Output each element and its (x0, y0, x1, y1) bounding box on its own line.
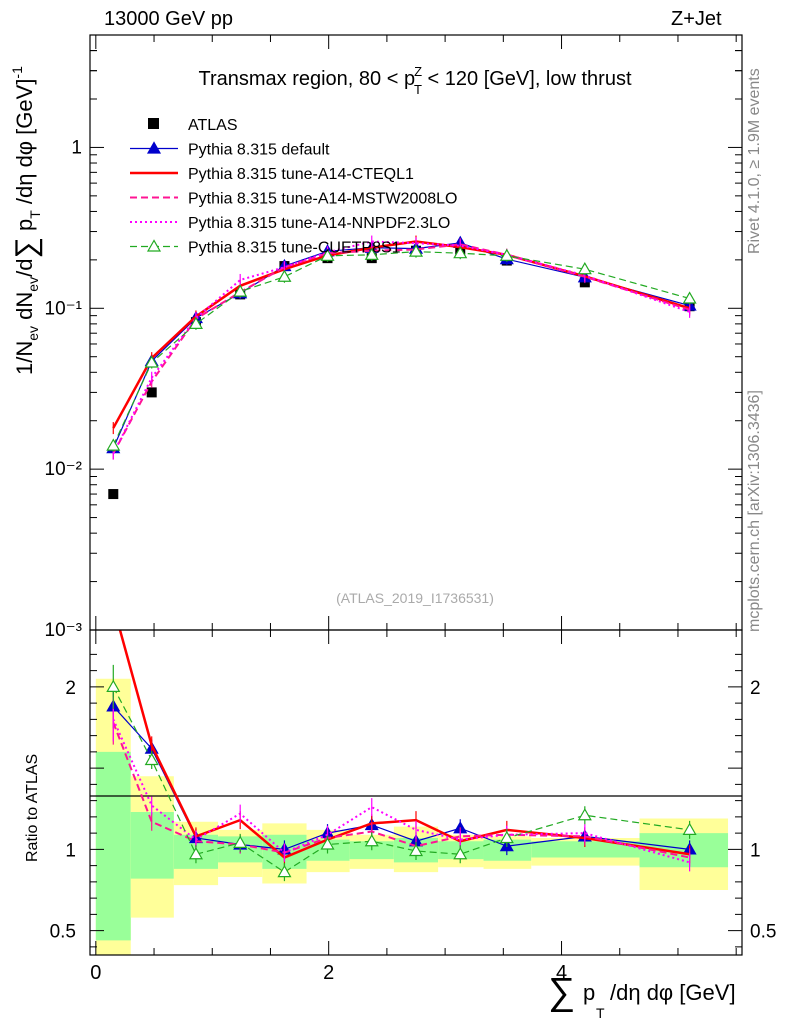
ratio-cuetp8s1-marker (106, 679, 121, 692)
nnpdf-line (112, 240, 690, 455)
ratio-plot-frame (89, 629, 743, 956)
legend-default-marker (146, 141, 162, 154)
legend-default-label: Pythia 8.315 default (188, 142, 330, 159)
ratio-x-tick-label: 2 (323, 962, 334, 984)
atlas-data-point (146, 387, 157, 398)
ratio-y-tick-label-left: 2 (65, 678, 76, 699)
cuetp8s1-marker (144, 355, 159, 368)
ratio-y-tick-label-left: 0.5 (50, 922, 76, 943)
cuetp8s1-marker (453, 245, 468, 259)
legend-atlas-label: ATLAS (188, 117, 238, 134)
y-tick-label: 10⁻¹ (45, 298, 83, 319)
cuetp8s1-marker (364, 247, 379, 260)
cuetp8s1-line (112, 251, 690, 446)
ratio-nnpdf-line (112, 718, 690, 864)
legend-cuetp8s1-marker (146, 239, 162, 252)
legend-mstw-label: Pythia 8.315 tune-A14-MSTW2008LO (188, 191, 457, 208)
ratio-cuetp8s1-marker (453, 847, 468, 860)
cuetp8s1-marker (233, 284, 248, 297)
main-panel: 10⁻³ 10⁻² 10⁻¹ 1 Transmax region, 80 < pZ T … (9, 34, 743, 641)
ratio-y-tick-label-left: 1 (65, 840, 76, 861)
ratio-cuetp8s1-line (112, 686, 690, 873)
ratio-y-tick-label-right: 0.5 (750, 922, 776, 943)
default-line (112, 242, 690, 449)
svg-text:∑: ∑ (548, 971, 575, 1013)
atlas-data-point (108, 489, 119, 500)
y-tick-label: 10⁻² (45, 459, 83, 480)
cuetp8s1-marker (320, 248, 335, 261)
ratio-x-axis-label: ∑ p T /dη dφ [GeV] (548, 971, 736, 1021)
ratio-cuetp8s1-marker (408, 843, 424, 857)
cuetp8s1-marker (277, 269, 292, 282)
legend-cuetp8s1-label: Pythia 8.315 tune-CUETP8S1 (188, 240, 401, 257)
svg-text:1/Nev dNev/d∑ pT /dη dφ [GeV]: 1/Nev dNev/d∑ pT /dη dφ [GeV]-1 (9, 66, 43, 375)
svg-text:p: p (583, 980, 595, 1005)
ratio-cuetp8s1-marker (277, 864, 292, 878)
legend-cteql1-label: Pythia 8.315 tune-A14-CTEQL1 (188, 166, 414, 183)
ratio-series-group (106, 630, 697, 882)
y-tick-label: 1 (71, 137, 82, 158)
main-y-axis-label: 1/Nev dNev/d∑ pT /dη dφ [GeV]-1 (9, 66, 43, 375)
ratio-x-tick-label: 0 (90, 962, 101, 984)
ratio-cuetp8s1-marker (144, 752, 159, 766)
main-title: Transmax region, 80 < pZ T < 120 [GeV], l… (198, 64, 631, 97)
ratio-y-axis-label: Ratio to ATLAS (24, 754, 41, 862)
ratio-cuetp8s1-marker (320, 837, 335, 850)
ratio-cuetp8s1-marker (188, 847, 203, 860)
ratio-y-tick-label-right: 2 (750, 678, 761, 699)
header-right-label: Z+Jet (671, 8, 722, 30)
ratio-cuetp8s1-marker (233, 835, 248, 848)
ratio-cuetp8s1-marker (682, 822, 697, 835)
uncertainty-band-inner (95, 751, 131, 941)
legend: ATLAS Pythia 8.315 default Pythia 8.315 tu… (130, 117, 457, 257)
cuetp8s1-marker (408, 244, 424, 257)
uncertainty-band-inner (531, 841, 640, 858)
cteql1-line (112, 240, 690, 429)
y-tick-label: 10⁻³ (45, 620, 83, 641)
ratio-panel: 0.5 0.5 1 1 2 2 0 2 4 Ratio to ATLAS ∑ p T /dη d… (24, 629, 776, 1021)
ratio-cuetp8s1-marker (499, 830, 514, 844)
cuetp8s1-marker (577, 261, 592, 275)
legend-atlas-marker (148, 118, 159, 129)
ratio-cteql1-line (118, 630, 690, 859)
cuetp8s1-marker (499, 248, 514, 261)
ratio-cuetp8s1-marker (364, 834, 379, 847)
mstw-line (112, 243, 690, 455)
cuetp8s1-marker (106, 438, 121, 451)
cuetp8s1-marker (682, 291, 697, 304)
ratio-x-tick-label: 4 (556, 962, 567, 984)
svg-text:/dη dφ [GeV]: /dη dφ [GeV] (610, 980, 736, 1005)
cuetp8s1-marker (188, 316, 203, 329)
legend-nnpdf-label: Pythia 8.315 tune-A14-NNPDF2.3LO (188, 215, 450, 232)
svg-text:T: T (596, 1005, 605, 1021)
ratio-cuetp8s1-marker (577, 808, 592, 821)
ratio-y-tick-label-right: 1 (750, 840, 761, 861)
header-left-label: 13000 GeV pp (104, 8, 233, 30)
analysis-watermark: (ATLAS_2019_I1736531) (336, 590, 494, 606)
